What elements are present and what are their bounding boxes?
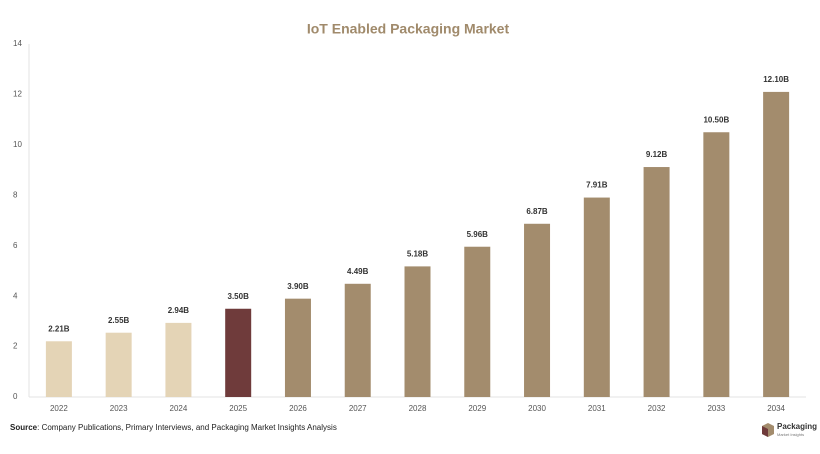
source: Source: Company Publications, Primary In… — [10, 423, 337, 432]
logo: Packaging Market Insights — [762, 422, 817, 437]
value-label: 4.49B — [347, 267, 369, 276]
bar — [45, 341, 72, 397]
value-label: 12.10B — [763, 75, 789, 84]
value-label: 3.50B — [228, 292, 250, 301]
x-tick-label: 2032 — [648, 404, 666, 413]
y-tick-label: 6 — [13, 241, 18, 250]
value-label: 3.90B — [287, 282, 309, 291]
bar — [763, 91, 790, 398]
x-tick-label: 2027 — [349, 404, 367, 413]
x-tick-label: 2025 — [229, 404, 247, 413]
y-tick-label: 14 — [13, 39, 22, 48]
x-tick-label: 2029 — [468, 404, 486, 413]
value-label: 6.87B — [526, 207, 548, 216]
bar — [105, 332, 132, 397]
y-tick-label: 8 — [13, 190, 18, 199]
x-tick-label: 2026 — [289, 404, 307, 413]
x-tick-label: 2033 — [707, 404, 725, 413]
x-tick-label: 2028 — [409, 404, 427, 413]
logo-title: Packaging — [777, 422, 817, 431]
bar — [404, 266, 431, 397]
bar — [344, 283, 371, 397]
logo-subtitle: Market Insights — [777, 432, 804, 437]
bar — [464, 246, 491, 397]
bar — [643, 167, 670, 397]
bar — [165, 322, 192, 397]
source-label: Source — [10, 423, 38, 432]
bar — [524, 223, 551, 397]
value-label: 9.12B — [646, 150, 668, 159]
y-tick-label: 2 — [13, 342, 18, 351]
value-label: 5.18B — [407, 249, 429, 258]
source-text: : Company Publications, Primary Intervie… — [37, 423, 337, 432]
x-tick-label: 2023 — [110, 404, 128, 413]
bar — [284, 298, 311, 397]
bar — [225, 308, 252, 397]
x-tick-label: 2031 — [588, 404, 606, 413]
y-tick-label: 0 — [13, 392, 18, 401]
y-tick-label: 10 — [13, 140, 22, 149]
bar — [583, 197, 610, 397]
x-tick-label: 2024 — [170, 404, 188, 413]
x-tick-label: 2034 — [767, 404, 785, 413]
y-tick-label: 4 — [13, 291, 18, 300]
y-tick-label: 12 — [13, 90, 22, 99]
bar — [703, 132, 730, 397]
value-label: 2.21B — [48, 324, 70, 333]
x-tick-label: 2022 — [50, 404, 68, 413]
value-label: 2.55B — [108, 316, 130, 325]
value-label: 2.94B — [168, 306, 190, 315]
chart-title: IoT Enabled Packaging Market — [307, 21, 510, 37]
value-label: 5.96B — [467, 230, 489, 239]
value-label: 10.50B — [703, 115, 729, 124]
x-tick-label: 2030 — [528, 404, 546, 413]
logo-icon-side — [762, 426, 768, 437]
value-label: 7.91B — [586, 181, 608, 190]
